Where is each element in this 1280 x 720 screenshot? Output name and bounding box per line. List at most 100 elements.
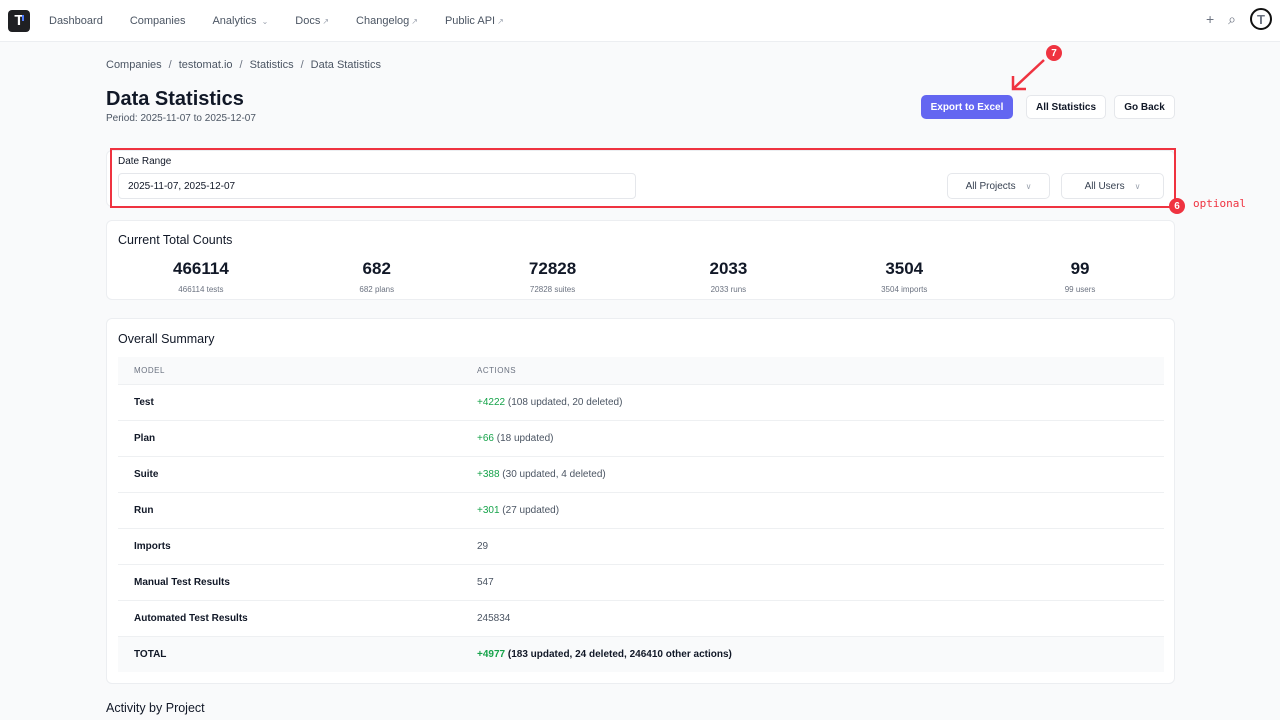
external-link-icon: ↗ <box>322 16 330 26</box>
created-count: +4977 <box>477 648 506 660</box>
actions-cell: +4222 (108 updated, 20 deleted) <box>461 383 1164 420</box>
annotation-highlight <box>110 148 1176 208</box>
count-value: 682 <box>362 259 391 278</box>
table-row: Manual Test Results 547 <box>118 563 1164 600</box>
nav-analytics[interactable]: Analytics ⌄ <box>212 15 268 27</box>
created-count: +4222 <box>477 396 506 408</box>
activity-title: Activity by Project <box>106 701 205 715</box>
chevron-down-icon: ∨ <box>1134 181 1141 191</box>
actions-cell: +388 (30 updated, 4 deleted) <box>461 455 1164 492</box>
count-item: 682 682 plans <box>289 259 465 297</box>
col-actions: ACTIONS <box>461 357 1164 384</box>
crumb-company[interactable]: testomat.io <box>178 59 233 71</box>
nav-changelog[interactable]: Changelog ↗ <box>356 15 418 27</box>
count-item: 466114 466114 tests <box>113 259 289 297</box>
col-model: MODEL <box>118 357 461 384</box>
breadcrumb: Companies / testomat.io / Statistics / Data St… <box>106 59 381 71</box>
actions-detail: 547 <box>477 576 494 588</box>
nav-label: Docs <box>295 14 321 27</box>
select-label: All Projects <box>965 180 1016 192</box>
summary-title: Overall Summary <box>118 332 215 346</box>
nav-companies[interactable]: Companies <box>130 15 186 27</box>
actions-detail: (27 updated) <box>499 504 560 516</box>
actions-cell: 245834 <box>461 599 1164 636</box>
model-cell: Run <box>118 491 461 528</box>
table-row: TOTAL +4977 (183 updated, 24 deleted, 246… <box>118 635 1164 672</box>
chevron-down-icon: ⌄ <box>261 16 269 26</box>
go-back-button[interactable]: Go Back <box>1114 95 1175 119</box>
count-item: 2033 2033 runs <box>640 259 816 297</box>
table-row: Imports 29 <box>118 527 1164 564</box>
actions-detail: (30 updated, 4 deleted) <box>499 468 606 480</box>
avatar[interactable]: T <box>1250 8 1272 30</box>
actions-cell: 547 <box>461 563 1164 600</box>
model-cell: Suite <box>118 455 461 492</box>
summary-card: Overall Summary MODEL ACTIONS Test +4222 (… <box>106 318 1175 684</box>
annotation-optional: optional <box>1193 197 1246 210</box>
created-count: +388 <box>477 468 500 480</box>
nav-label: Analytics <box>212 14 257 27</box>
external-link-icon: ↗ <box>497 16 504 26</box>
external-link-icon: ↗ <box>411 16 418 26</box>
model-cell: Plan <box>118 419 461 456</box>
counts-title: Current Total Counts <box>118 233 233 247</box>
annotation-badge-6: 6 <box>1169 198 1185 214</box>
table-row: Run +301 (27 updated) <box>118 491 1164 528</box>
crumb-companies[interactable]: Companies <box>106 59 162 71</box>
summary-table: MODEL ACTIONS Test +4222 (108 updated, 20 … <box>118 357 1164 672</box>
model-cell: Manual Test Results <box>118 563 461 600</box>
actions-cell: +66 (18 updated) <box>461 419 1164 456</box>
chevron-down-icon: ∨ <box>1025 181 1032 191</box>
count-value: 2033 <box>709 259 748 278</box>
count-value: 3504 <box>885 259 924 278</box>
actions-detail: 29 <box>477 540 489 552</box>
nav-label: Changelog <box>356 14 410 27</box>
model-cell: Automated Test Results <box>118 599 461 636</box>
actions-detail: 245834 <box>477 612 511 624</box>
table-row: Suite +388 (30 updated, 4 deleted) <box>118 455 1164 492</box>
annotation-badge-7: 7 <box>1046 45 1062 61</box>
all-statistics-button[interactable]: All Statistics <box>1026 95 1106 119</box>
nav-label: Companies <box>129 14 186 27</box>
projects-select[interactable]: All Projects ∨ <box>947 173 1050 199</box>
export-excel-button[interactable]: Export to Excel <box>921 95 1013 119</box>
count-label: 72828 suites <box>529 285 576 294</box>
count-item: 72828 72828 suites <box>465 259 641 297</box>
table-row: Plan +66 (18 updated) <box>118 419 1164 456</box>
actions-cell: 29 <box>461 527 1164 564</box>
count-label: 466114 tests <box>178 285 224 294</box>
users-select[interactable]: All Users ∨ <box>1061 173 1164 199</box>
model-cell: Test <box>118 383 461 420</box>
nav-docs[interactable]: Docs ↗ <box>295 15 329 27</box>
nav-dashboard[interactable]: Dashboard <box>49 14 103 27</box>
date-range-label: Date Range <box>118 156 172 167</box>
feed-icon[interactable]: ⌕ <box>1228 10 1236 27</box>
logo[interactable]: T <box>8 9 30 32</box>
count-item: 3504 3504 imports <box>816 259 992 297</box>
crumb-statistics[interactable]: Statistics <box>249 59 294 71</box>
count-item: 99 99 users <box>992 259 1168 297</box>
created-count: +66 <box>477 432 494 444</box>
crumb-current: Data Statistics <box>310 59 381 71</box>
page-title: Data Statistics <box>106 88 244 110</box>
plus-icon[interactable]: + <box>1205 11 1215 27</box>
actions-cell: +4977 (183 updated, 24 deleted, 246410 o… <box>461 635 1164 672</box>
count-value: 99 <box>1070 259 1090 278</box>
date-range-input[interactable]: 2025-11-07, 2025-12-07 <box>118 173 636 199</box>
period-text: Period: 2025-11-07 to 2025-12-07 <box>106 113 256 124</box>
actions-cell: +301 (27 updated) <box>461 491 1164 528</box>
actions-detail: (183 updated, 24 deleted, 246410 other a… <box>505 648 732 660</box>
count-label: 3504 imports <box>881 285 928 294</box>
model-cell: TOTAL <box>118 635 461 672</box>
actions-detail: (18 updated) <box>493 432 554 444</box>
select-label: All Users <box>1084 180 1125 192</box>
count-label: 99 users <box>1064 285 1096 294</box>
actions-detail: (108 updated, 20 deleted) <box>505 396 623 408</box>
table-row: Automated Test Results 245834 <box>118 599 1164 636</box>
model-cell: Imports <box>118 527 461 564</box>
count-label: 682 plans <box>359 285 395 294</box>
top-nav: T Dashboard Companies Analytics ⌄ Docs ↗ … <box>0 0 1280 42</box>
nav-public-api[interactable]: Public API ↗ <box>445 15 504 27</box>
nav-label: Public API <box>444 14 496 27</box>
counts-card: Current Total Counts 466114 466114 tests 6… <box>106 220 1175 300</box>
